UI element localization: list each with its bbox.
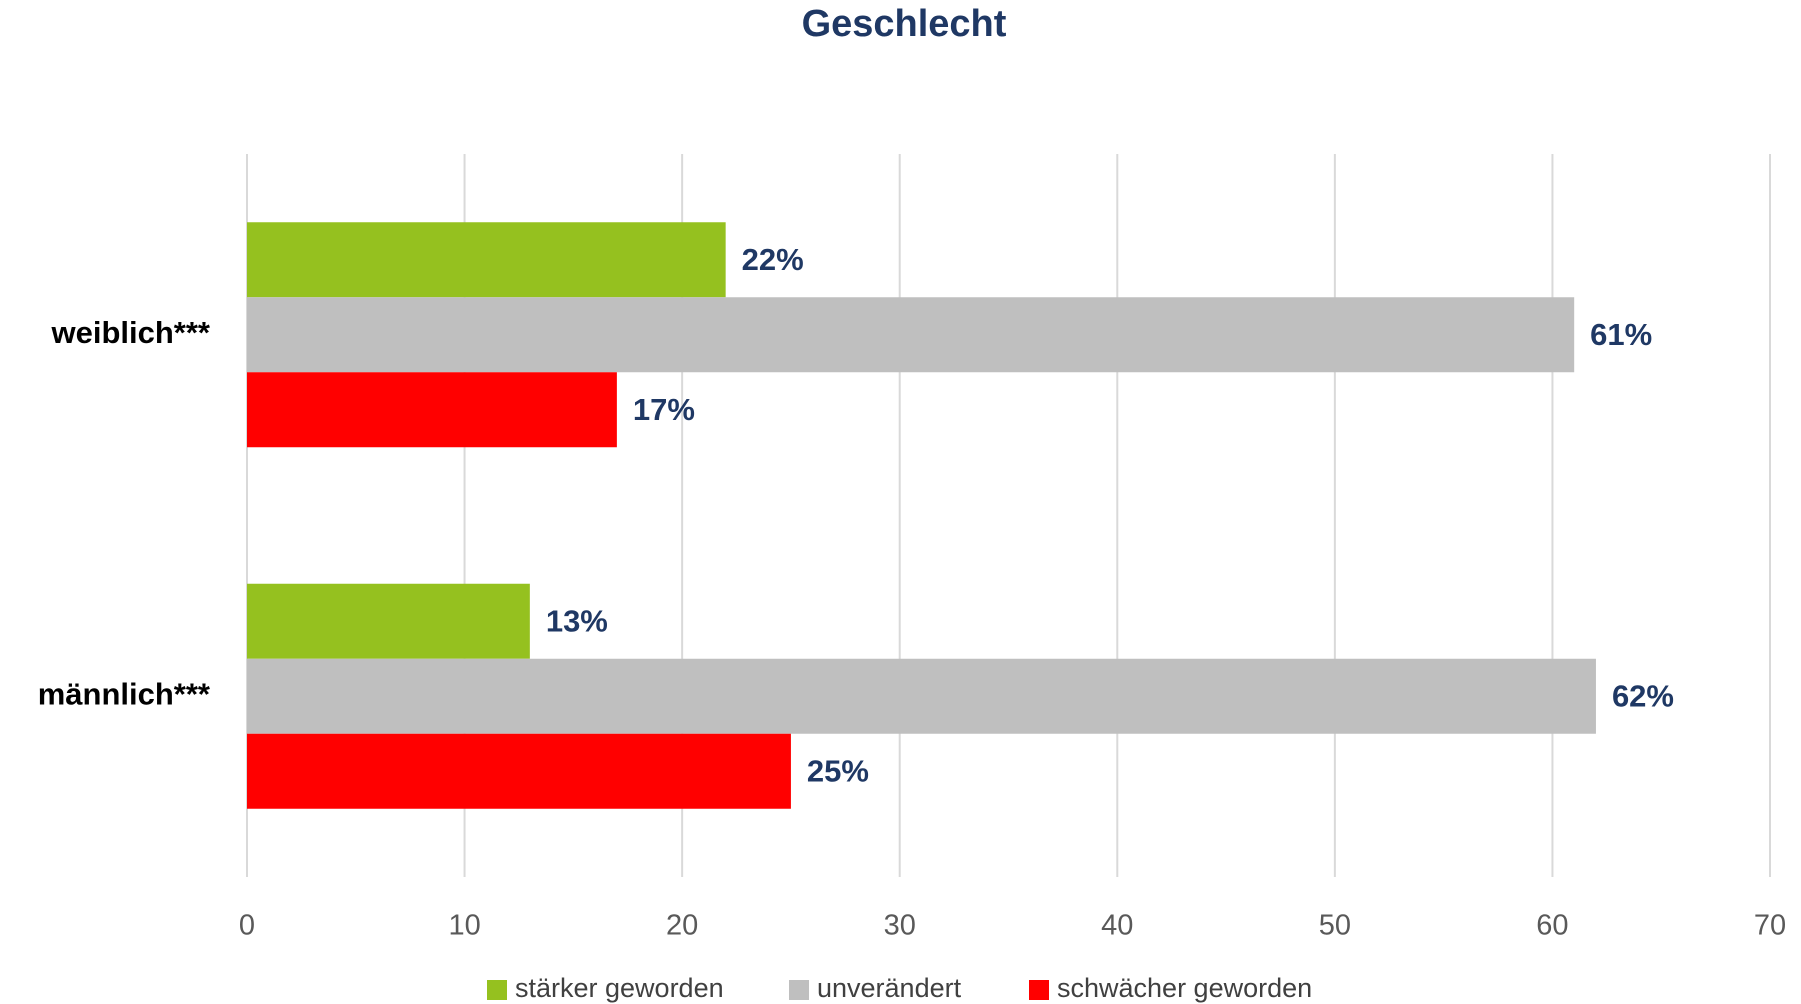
bar: [247, 658, 1596, 734]
data-label: 13%: [546, 603, 608, 638]
x-tick-label: 40: [1101, 910, 1133, 942]
x-tick-label: 60: [1536, 910, 1568, 942]
legend-label: schwächer geworden: [1057, 973, 1312, 1003]
data-label: 61%: [1590, 317, 1652, 352]
x-tick-label: 20: [666, 910, 698, 942]
legend-swatch: [1029, 980, 1049, 1000]
data-label: 25%: [807, 753, 869, 788]
bar: [247, 372, 617, 448]
x-tick-label: 70: [1754, 910, 1786, 942]
legend-swatch: [789, 980, 809, 1000]
legend-label: stärker geworden: [515, 973, 724, 1003]
bar: [247, 222, 726, 298]
x-tick-label: 10: [448, 910, 480, 942]
data-label: 62%: [1612, 678, 1674, 713]
data-label: 22%: [742, 242, 804, 277]
legend-swatch: [487, 980, 507, 1000]
y-tick-label: männlich***: [38, 676, 211, 711]
x-tick-label: 50: [1319, 910, 1351, 942]
x-tick-label: 0: [239, 910, 255, 942]
data-label: 17%: [633, 392, 695, 427]
bar: [247, 733, 791, 809]
x-tick-label: 30: [884, 910, 916, 942]
bar: [247, 583, 530, 659]
legend-label: unverändert: [817, 973, 962, 1003]
chart-title: Geschlecht: [802, 3, 1007, 45]
bar: [247, 297, 1575, 373]
y-tick-label: weiblich***: [51, 315, 211, 350]
